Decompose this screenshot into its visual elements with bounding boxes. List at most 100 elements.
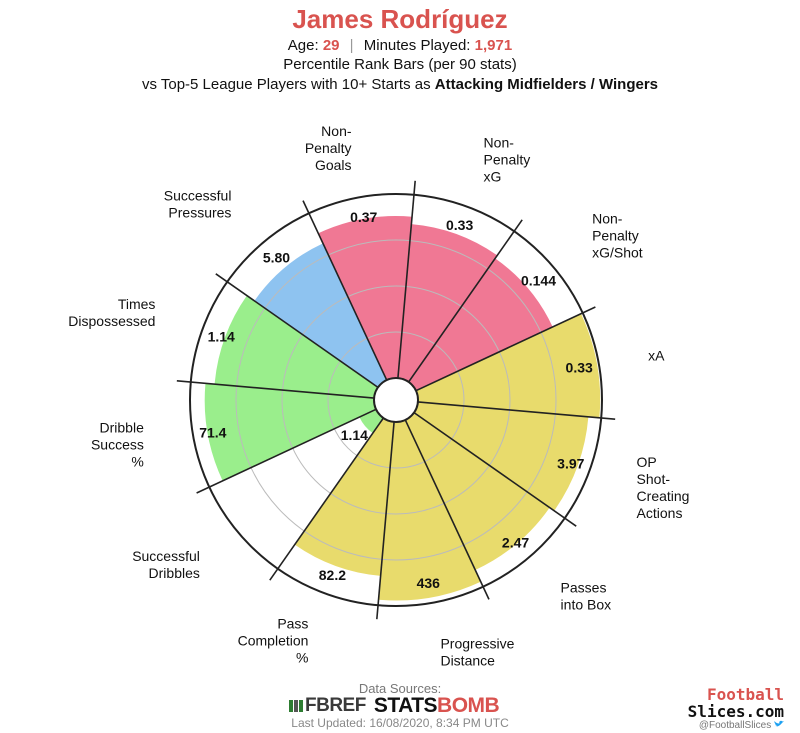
metric-label-line: Non- (592, 210, 623, 226)
stat-value-3: 0.33 (566, 360, 593, 376)
divider-8 (269, 417, 385, 581)
grid-ring-2 (235, 239, 557, 561)
bar-9 (204, 383, 377, 481)
metric-label-5: Passes into Box (561, 580, 612, 613)
stat-value-0: 0.37 (350, 209, 377, 225)
divider-2 (407, 219, 523, 383)
stat-value-5: 2.47 (502, 534, 529, 550)
metric-label-8: Successful Dribbles (132, 548, 200, 581)
metric-label-line: xG/Shot (592, 244, 643, 260)
metric-label-line: Goals (315, 157, 352, 173)
metric-label-11: Successful Pressures (164, 187, 232, 220)
metric-label-line: xG (484, 168, 502, 184)
twitter-bird-icon (774, 720, 784, 727)
metric-label-line: Distance (440, 653, 495, 669)
brand-line-1: Football (706, 685, 784, 704)
player-name: James Rodríguez (292, 4, 508, 34)
metric-label-line: Dispossessed (68, 313, 155, 329)
statsbomb-text-a: STATS (373, 694, 438, 717)
divider-9 (196, 408, 377, 494)
bar-3 (415, 313, 601, 418)
stat-value-8: 1.14 (341, 427, 368, 443)
metric-label-0: Non-Penalty Goals (305, 123, 352, 173)
metric-label-line: Non- (321, 123, 352, 139)
metric-label-line: Creating (637, 488, 690, 504)
divider-10 (176, 380, 375, 399)
comparison-group: Attacking Midfielders / Wingers (434, 76, 659, 93)
bar-5 (405, 412, 550, 571)
metric-label-line: Penalty (592, 227, 639, 243)
metric-label-line: OP (637, 454, 657, 470)
brand-handle: @FootballSlices (688, 720, 784, 731)
last-updated: Last Updated: 16/08/2020, 8:34 PM UTC (291, 716, 509, 730)
age-label: Age: (287, 37, 319, 54)
footballslices-logo: Football Slices.com @FootballSlices (688, 686, 784, 731)
metric-label-line: Penalty (305, 140, 352, 156)
metric-label-line: % (131, 453, 143, 469)
stat-value-7: 82.2 (319, 567, 346, 583)
metric-label-4: OP Shot-Creating Actions (637, 454, 690, 521)
metric-label-10: Times Dispossessed (68, 296, 155, 329)
metric-label-line: Successful (164, 187, 232, 203)
stat-value-4: 3.97 (557, 456, 584, 472)
grid-ring-1 (281, 285, 511, 515)
fbref-logo: FBREF (289, 695, 366, 717)
divider-1 (397, 180, 416, 379)
chart-subtitle: Percentile Rank Bars (per 90 stats) (283, 56, 517, 73)
divider-11 (215, 273, 379, 389)
metric-label-line: Shot- (637, 471, 671, 487)
bar-10 (214, 295, 378, 399)
bar-8 (359, 409, 384, 434)
stat-value-2: 0.144 (521, 272, 556, 288)
metric-label-2: Non-Penalty xG/Shot (592, 210, 643, 260)
metric-label-line: Penalty (484, 151, 531, 167)
metric-label-line: Actions (637, 505, 683, 521)
bar-1 (397, 224, 498, 382)
fbref-text: FBREF (305, 695, 366, 716)
data-sources-label: Data Sources: (358, 681, 442, 696)
metric-label-line: xA (648, 348, 665, 364)
stat-value-6: 436 (417, 575, 441, 591)
metric-label-line: Progressive (440, 636, 514, 652)
age-minutes-line: Age: 29 | Minutes Played: 1,971 (0, 37, 800, 54)
metric-label-line: Pressures (168, 204, 231, 220)
metric-label-line: Times (118, 296, 156, 312)
divider-6 (404, 419, 490, 600)
metric-label-line: Passes (561, 580, 607, 596)
divider-4 (417, 401, 616, 420)
center-hole (373, 377, 419, 423)
divider-3 (415, 306, 596, 392)
bar-6 (378, 419, 481, 601)
statsbomb-text-b: BOMB (437, 694, 500, 717)
age-value: 29 (322, 37, 340, 54)
grid-ring-0 (327, 331, 465, 469)
metric-label-3: xA (648, 348, 665, 364)
metric-label-9: Dribble Success% (91, 419, 144, 469)
fbref-mark-icon (289, 700, 303, 712)
divider-7 (376, 421, 395, 620)
brand-line-2: Slices.com (687, 702, 784, 721)
outer-ring (189, 193, 603, 607)
comparison-prefix: vs Top-5 League Players with 10+ Starts … (141, 76, 431, 93)
comparison-line: vs Top-5 League Players with 10+ Starts … (0, 76, 800, 93)
metric-label-line: Pass (277, 616, 308, 632)
bar-7 (294, 418, 395, 576)
metric-label-line: Dribble (100, 419, 145, 435)
metric-label-7: Pass Completion% (238, 616, 309, 666)
brand-handle-text: @FootballSlices (698, 720, 772, 731)
metric-label-line: Completion (238, 633, 309, 649)
minutes-label: Minutes Played: (363, 37, 471, 54)
divider-5 (413, 411, 577, 527)
metric-label-line: into Box (561, 597, 612, 613)
metric-label-1: Non-Penalty xG (484, 134, 531, 184)
stat-value-1: 0.33 (446, 217, 473, 233)
bar-11 (254, 243, 387, 388)
stat-value-9: 71.4 (199, 424, 226, 440)
stat-value-10: 1.14 (208, 328, 235, 344)
metric-label-line: Dribbles (149, 565, 200, 581)
metric-label-line: Successful (132, 548, 200, 564)
metric-label-line: Non- (484, 134, 515, 150)
metric-label-6: Progressive Distance (440, 636, 514, 669)
statsbomb-logo: STATSBOMB (373, 694, 500, 718)
metric-label-line: % (296, 650, 308, 666)
